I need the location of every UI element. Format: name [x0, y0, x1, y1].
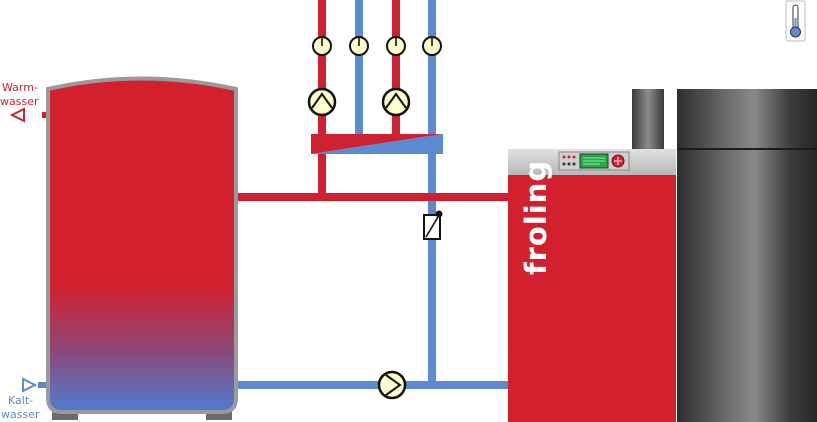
gauge-2 — [349, 36, 369, 56]
mixing-valve-icon — [423, 210, 443, 240]
boiler-brand: froling — [519, 160, 553, 275]
boiler-chimney — [632, 89, 664, 151]
hydraulic-distributor — [311, 134, 443, 154]
hot-return-pipe — [234, 193, 512, 201]
warm-water-label-line2: wasser — [0, 95, 39, 108]
warm-water-label-line1: Warm- — [2, 81, 38, 94]
triangle-left-icon — [9, 107, 25, 123]
thermometer-icon[interactable] — [785, 0, 806, 42]
control-panel — [558, 151, 630, 171]
pump-icon — [307, 87, 337, 117]
triangle-right-icon — [22, 377, 38, 393]
buffer-tank — [46, 76, 238, 420]
cold-water-label-line1: Kalt- — [8, 394, 33, 407]
pellet-boiler: froling — [508, 149, 676, 422]
cold-inlet-pipe — [38, 382, 50, 388]
pellet-silo — [677, 89, 817, 422]
gauge-3 — [386, 36, 406, 56]
cold-water-label-line2: wasser — [1, 408, 40, 421]
cold-supply-pipe — [234, 381, 512, 389]
gauge-4 — [422, 36, 442, 56]
temperature-gauges — [312, 36, 442, 56]
gauge-1 — [312, 36, 332, 56]
pump-icon — [377, 370, 407, 400]
pump-icon — [381, 87, 411, 117]
